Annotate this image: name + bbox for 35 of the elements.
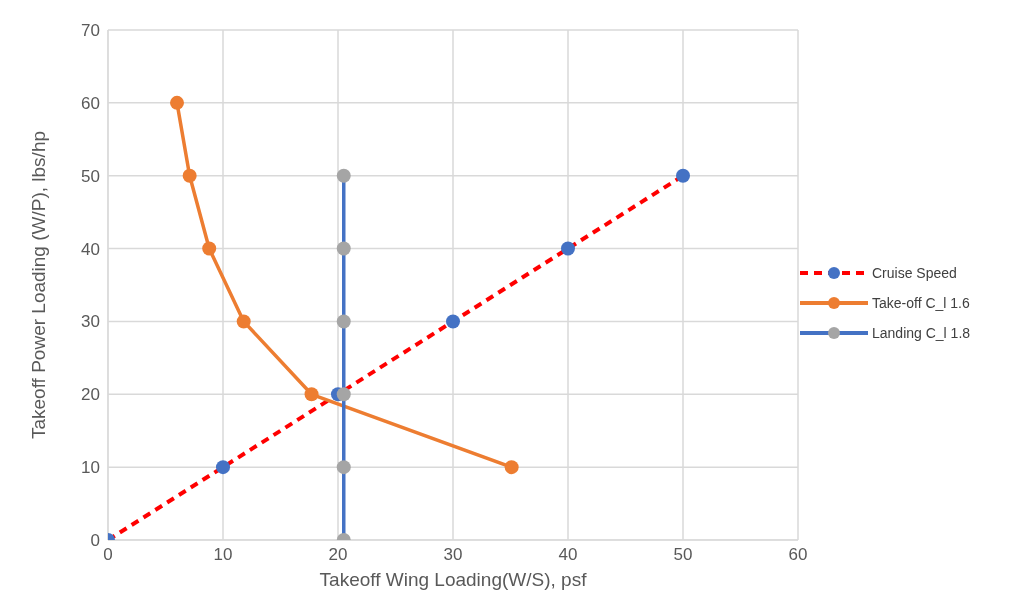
- x-tick-label: 0: [103, 545, 113, 565]
- x-tick-label: 50: [673, 545, 693, 565]
- point: [336, 241, 351, 256]
- point: [446, 314, 460, 329]
- y-tick-label: 50: [81, 166, 100, 186]
- y-tick-label: 60: [81, 93, 100, 113]
- x-tick-label: 10: [213, 545, 233, 565]
- x-tick-label: 30: [443, 545, 463, 565]
- point: [676, 168, 690, 183]
- point: [236, 314, 251, 329]
- point: [336, 460, 351, 475]
- point: [202, 241, 217, 256]
- point: [336, 168, 351, 183]
- y-tick-label: 40: [81, 239, 100, 259]
- point: [336, 387, 351, 402]
- point: [304, 387, 319, 402]
- point: [182, 168, 197, 183]
- y-axis-title: Takeoff Power Loading (W/P), lbs/hp: [27, 130, 49, 440]
- y-tick-label: 20: [81, 385, 100, 405]
- x-tick-label: 40: [558, 545, 578, 565]
- point: [561, 241, 575, 256]
- y-tick-label: 70: [81, 21, 100, 41]
- point: [170, 95, 184, 110]
- point: [504, 460, 519, 475]
- point: [216, 460, 230, 475]
- legend-label: Take-off C_l 1.6: [872, 295, 970, 311]
- y-tick-label: 0: [90, 531, 100, 551]
- y-tick-label: 30: [81, 312, 100, 332]
- x-tick-label: 60: [788, 545, 808, 565]
- legend-label: Landing C_l 1.8: [872, 325, 971, 341]
- x-tick-label: 20: [328, 545, 348, 565]
- legend-label: Cruise Speed: [872, 265, 957, 281]
- x-axis-title: Takeoff Wing Loading(W/S), psf: [319, 569, 588, 590]
- point: [336, 314, 351, 329]
- y-tick-label: 10: [81, 458, 100, 478]
